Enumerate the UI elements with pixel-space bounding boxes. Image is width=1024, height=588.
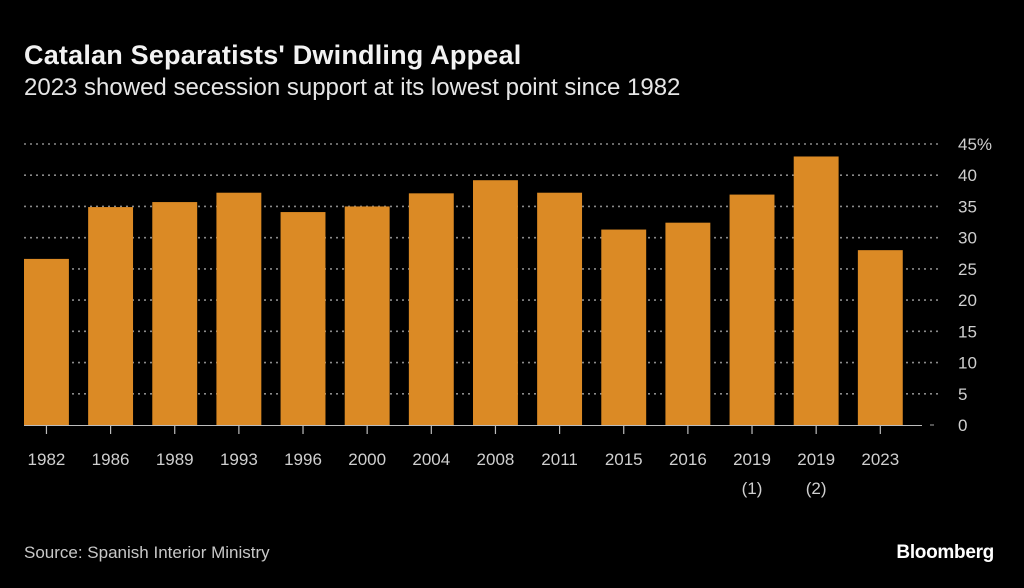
bar-1996 <box>280 212 326 425</box>
bar-2016 <box>665 222 711 425</box>
y-tick-label: 35 <box>958 197 977 216</box>
x-tick-label: 2015 <box>605 450 643 469</box>
y-tick-label: 40 <box>958 166 977 185</box>
bar-2019-2 <box>793 156 839 425</box>
x-tick-label: 2000 <box>348 450 386 469</box>
chart-subtitle: 2023 showed secession support at its low… <box>24 74 681 101</box>
bar-1982 <box>24 258 69 425</box>
y-tick-label: 10 <box>958 354 977 373</box>
bar-2015 <box>601 229 647 425</box>
bloomberg-logo: Bloomberg <box>896 542 994 563</box>
bar-1986 <box>88 207 134 425</box>
bar-2008 <box>473 180 518 425</box>
bar-2000 <box>344 206 390 425</box>
x-tick-label: 2019 <box>733 450 771 469</box>
x-tick-label: 2016 <box>669 450 707 469</box>
bar-1989 <box>152 202 198 425</box>
y-axis: 0 5 10 15 20 25 30 35 40 45% <box>958 135 992 435</box>
chart-title: Catalan Separatists' Dwindling Appeal <box>24 40 522 70</box>
x-tick-label: (2) <box>806 479 827 498</box>
x-tick-label: 1982 <box>28 450 66 469</box>
y-tick-label: 0 <box>958 416 967 435</box>
bar-2023 <box>857 250 903 425</box>
x-tick-label: 1986 <box>92 450 130 469</box>
x-tick-label: 1989 <box>156 450 194 469</box>
x-tick-label: 2019 <box>797 450 835 469</box>
y-tick-label: 30 <box>958 229 977 248</box>
bar-2004 <box>408 193 454 425</box>
y-tick-label: 20 <box>958 291 977 310</box>
x-tick-label: 1996 <box>284 450 322 469</box>
x-tick-label: 2008 <box>477 450 515 469</box>
bars <box>24 156 903 425</box>
bar-2019-1 <box>729 194 775 425</box>
x-tick-label: 2011 <box>541 450 578 469</box>
x-tick-label: 2023 <box>861 450 899 469</box>
x-tick-label: (1) <box>742 479 763 498</box>
y-tick-label: 5 <box>958 385 967 404</box>
x-tick-label: 2004 <box>412 450 450 469</box>
y-tick-label: 15 <box>958 322 977 341</box>
bar-1993 <box>216 192 262 425</box>
source-note: Source: Spanish Interior Ministry <box>24 543 270 562</box>
x-tick-label: 1993 <box>220 450 258 469</box>
y-tick-label: 25 <box>958 260 977 279</box>
x-axis: 1982 1986 1989 1993 1996 2000 2004 2008 2011 2015… <box>24 425 922 498</box>
bar-2011 <box>537 192 583 425</box>
y-tick-label: 45% <box>958 135 992 154</box>
